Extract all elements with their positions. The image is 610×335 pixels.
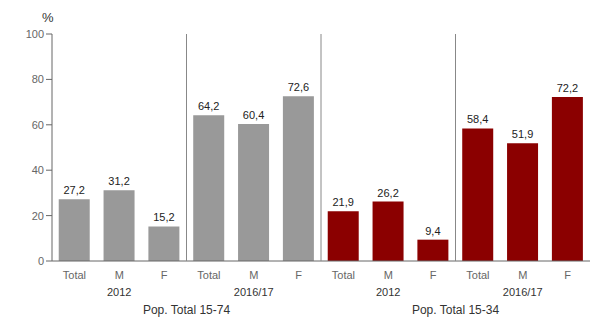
svg-text:72,6: 72,6 [288,81,309,93]
svg-text:Pop. Total 15-74: Pop. Total 15-74 [143,303,231,317]
svg-text:2016/17: 2016/17 [234,286,274,298]
svg-text:M: M [115,269,124,281]
svg-text:F: F [564,269,571,281]
svg-text:2016/17: 2016/17 [503,286,543,298]
svg-text:2012: 2012 [376,286,400,298]
svg-text:F: F [161,269,168,281]
svg-text:27,2: 27,2 [64,184,85,196]
svg-text:31,2: 31,2 [108,175,129,187]
svg-text:58,4: 58,4 [467,113,488,125]
svg-text:72,2: 72,2 [557,82,578,94]
svg-text:Total: Total [332,269,355,281]
svg-text:60: 60 [32,119,44,131]
svg-text:15,2: 15,2 [153,211,174,223]
svg-text:40: 40 [32,164,44,176]
svg-text:100: 100 [26,28,44,40]
svg-text:Total: Total [63,269,86,281]
svg-text:M: M [249,269,258,281]
svg-text:F: F [430,269,437,281]
svg-text:2012: 2012 [107,286,131,298]
svg-text:26,2: 26,2 [377,187,398,199]
svg-text:64,2: 64,2 [198,100,219,112]
svg-text:0: 0 [38,255,44,267]
svg-text:20: 20 [32,210,44,222]
svg-text:F: F [295,269,302,281]
svg-text:21,9: 21,9 [333,196,354,208]
svg-text:M: M [518,269,527,281]
svg-text:Pop. Total 15-34: Pop. Total 15-34 [412,303,500,317]
svg-text:80: 80 [32,73,44,85]
svg-text:51,9: 51,9 [512,128,533,140]
svg-text:M: M [384,269,393,281]
svg-text:9,4: 9,4 [425,225,440,237]
svg-text:Total: Total [197,269,220,281]
svg-text:60,4: 60,4 [243,109,264,121]
svg-text:Total: Total [466,269,489,281]
